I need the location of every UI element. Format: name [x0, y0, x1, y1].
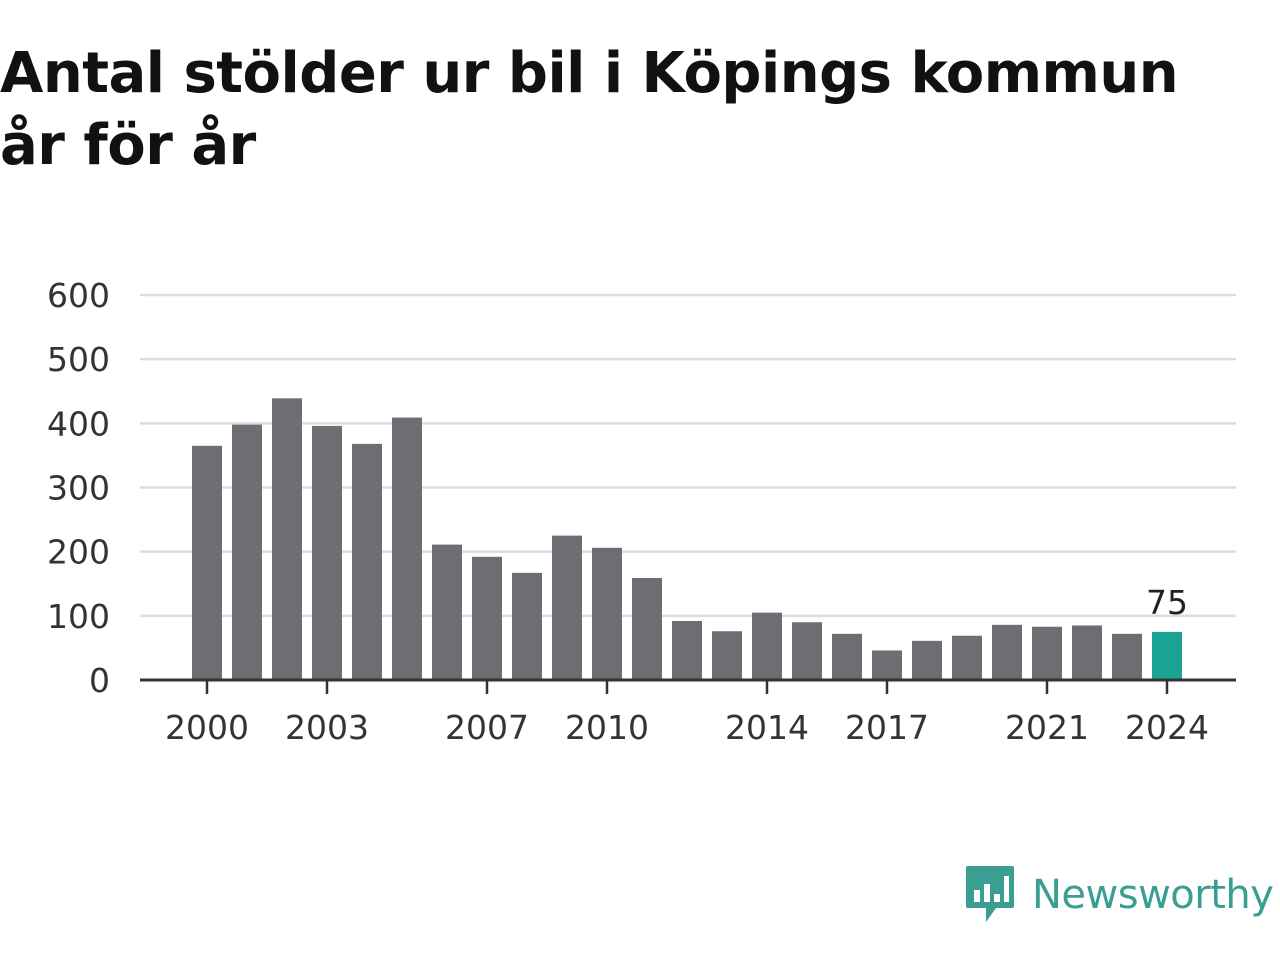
x-tick-label: 2003: [285, 708, 369, 747]
y-tick-label: 200: [47, 533, 110, 572]
y-tick-label: 600: [47, 276, 110, 315]
x-tick-label: 2010: [565, 708, 649, 747]
bar: [552, 535, 582, 680]
bar: [592, 547, 622, 680]
bar: [952, 635, 982, 680]
bar: [1152, 631, 1182, 680]
bar: [872, 650, 902, 680]
bar: [312, 425, 342, 680]
bar: [472, 556, 502, 680]
brand-name: Newsworthy: [1032, 872, 1274, 918]
bar: [352, 443, 382, 680]
grid-lines: [140, 293, 1236, 618]
data-label: 75: [1146, 583, 1188, 622]
y-tick-label: 300: [47, 469, 110, 508]
x-tick-label: 2017: [845, 708, 929, 747]
bar: [432, 544, 462, 680]
x-tick-label: 2000: [165, 708, 249, 747]
bar: [232, 424, 262, 680]
data-labels: 75: [1146, 583, 1188, 622]
chart-speech-bubble-icon: [966, 866, 1014, 922]
bar: [992, 624, 1022, 680]
bars: [192, 398, 1182, 680]
bar: [912, 640, 942, 680]
bar: [1072, 625, 1102, 680]
bar: [1032, 626, 1062, 680]
x-tick-label: 2024: [1125, 708, 1209, 747]
x-tick-label: 2021: [1005, 708, 1089, 747]
y-tick-label: 0: [89, 661, 110, 700]
bar: [512, 572, 542, 680]
y-tick-label: 500: [47, 340, 110, 379]
y-axis-ticks: 0 100 200 300 400 500 600: [47, 276, 110, 700]
bar: [272, 398, 302, 680]
y-tick-label: 100: [47, 597, 110, 636]
bar: [1112, 633, 1142, 680]
bar: [192, 445, 222, 680]
bar: [632, 577, 662, 680]
bar: [712, 631, 742, 680]
bar: [752, 612, 782, 680]
chart-title: Antal stölder ur bil i Köpings kommun år…: [0, 41, 1179, 178]
x-tick-label: 2007: [445, 708, 529, 747]
x-axis-ticks: 2000 2003 2007 2010 2014 2017 2021 2024: [165, 680, 1209, 747]
x-tick-label: 2014: [725, 708, 809, 747]
bar: [792, 622, 822, 680]
y-tick-label: 400: [47, 404, 110, 443]
bar: [392, 417, 422, 680]
brand-logo: Newsworthy: [964, 862, 1274, 928]
bar: [672, 620, 702, 680]
bar: [832, 633, 862, 680]
